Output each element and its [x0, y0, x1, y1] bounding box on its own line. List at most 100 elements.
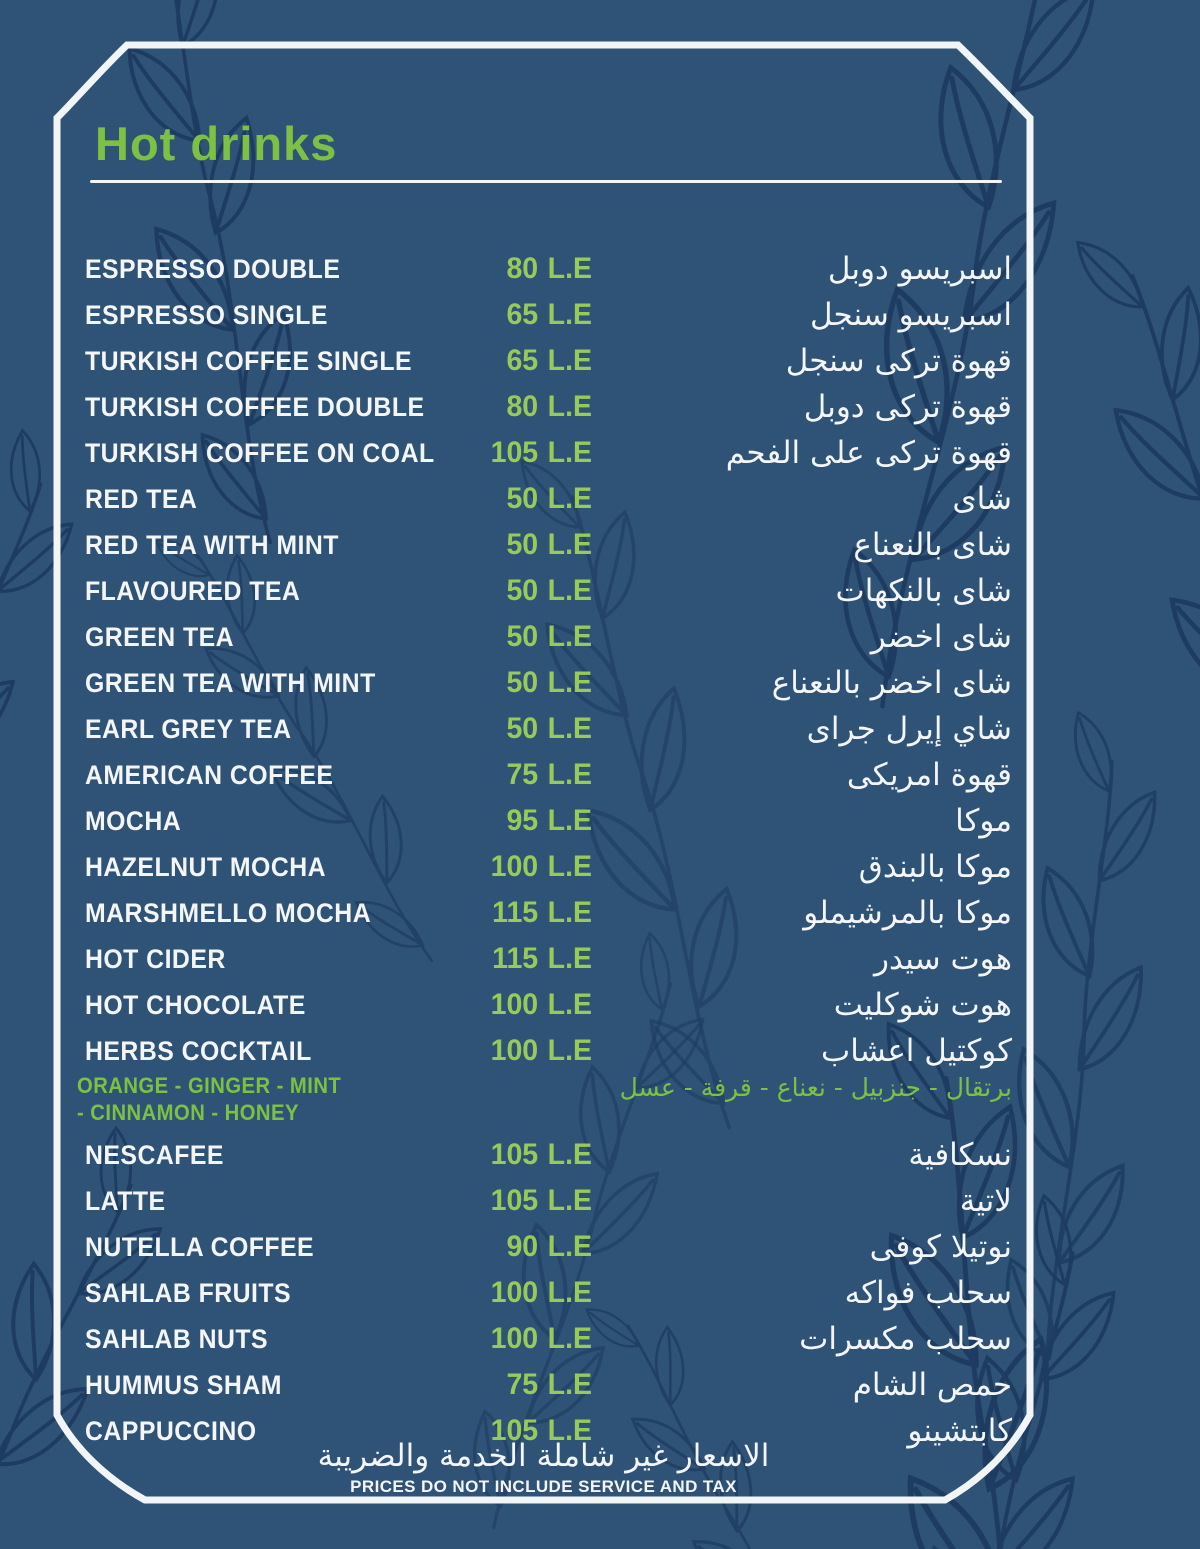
item-price-value: 65 — [506, 344, 539, 377]
item-price-value: 115 — [492, 942, 539, 975]
item-name-en: SAHLAB FRUITS — [85, 1278, 292, 1308]
item-price-currency: L.E — [547, 712, 592, 745]
menu-item-row: NESCAFEE 105 L.E نسكافية — [57, 1132, 1030, 1178]
item-price-value: 95 — [506, 804, 539, 837]
item-name-en: AMERICAN COFFEE — [85, 760, 334, 790]
item-name-en: LATTE — [85, 1186, 166, 1216]
item-name-ar: نسكافية — [908, 1137, 1012, 1173]
menu-item-row: AMERICAN COFFEE 75 L.E قهوة امريكى — [57, 752, 1030, 798]
menu-item-row: HOT CIDER 115 L.E هوت سيدر — [57, 936, 1030, 982]
item-price-value: 65 — [506, 298, 539, 331]
item-name-ar: قهوة تركى سنجل — [785, 343, 1012, 379]
item-price: 75 L.E — [459, 1362, 592, 1408]
item-price-value: 80 — [506, 252, 539, 285]
item-name-en: ESPRESSO DOUBLE — [85, 254, 341, 284]
item-name-ar: شاى بالنعناع — [853, 527, 1012, 563]
item-price-value: 75 — [506, 1368, 539, 1401]
item-name-en: GREEN TEA WITH MINT — [85, 668, 376, 698]
item-price-currency: L.E — [547, 1138, 592, 1171]
item-price-currency: L.E — [547, 758, 592, 791]
item-name-en: RED TEA — [85, 484, 198, 514]
item-price: 115 L.E — [459, 936, 592, 982]
item-name-en: TURKISH COFFEE SINGLE — [85, 346, 413, 376]
item-price: 80 L.E — [459, 246, 592, 292]
menu-item-row: NUTELLA COFFEE 90 L.E نوتيلا كوفى — [57, 1224, 1030, 1270]
title-divider — [90, 180, 1002, 183]
item-name-ar: قهوة تركى دوبل — [803, 389, 1012, 425]
item-price-currency: L.E — [547, 1034, 592, 1067]
item-price-value: 100 — [490, 1034, 539, 1067]
item-name-ar: شاى اخضر بالنعناع — [771, 665, 1012, 701]
footer-note-english: PRICES DO NOT INCLUDE SERVICE AND TAX — [350, 1477, 737, 1496]
item-price: 105 L.E — [459, 430, 592, 476]
item-price: 65 L.E — [459, 292, 592, 338]
item-price-value: 100 — [490, 1276, 539, 1309]
menu-item-row: LATTE 105 L.E لاتية — [57, 1178, 1030, 1224]
item-price-value: 105 — [490, 1184, 539, 1217]
menu-item-row: HUMMUS SHAM 75 L.E حمص الشام — [57, 1362, 1030, 1408]
item-price: 65 L.E — [459, 338, 592, 384]
item-subtitle: ORANGE - GINGER - MINT - CINNAMON - HONE… — [77, 1072, 1012, 1130]
item-name-en: RED TEA WITH MINT — [85, 530, 339, 560]
item-price-currency: L.E — [547, 896, 592, 929]
menu-item-row: TURKISH COFFEE ON COAL 105 L.E قهوة تركى… — [57, 430, 1030, 476]
footer-note-arabic: الاسعار غير شاملة الخدمة والضريبة — [317, 1438, 770, 1474]
item-name-en: MOCHA — [85, 806, 182, 836]
item-name-ar: شاى — [952, 481, 1012, 517]
item-price: 115 L.E — [459, 890, 592, 936]
item-price: 90 L.E — [459, 1224, 592, 1270]
item-name-ar: قهوة امريكى — [846, 757, 1012, 793]
item-price-value: 50 — [506, 574, 539, 607]
item-name-ar: اسبريسو سنجل — [809, 297, 1012, 333]
item-price-currency: L.E — [547, 1368, 592, 1401]
menu-item-row: SAHLAB NUTS 100 L.E سحلب مكسرات — [57, 1316, 1030, 1362]
item-name-en: TURKISH COFFEE DOUBLE — [85, 392, 425, 422]
menu-item-row: ESPRESSO DOUBLE 80 L.E اسبريسو دوبل — [57, 246, 1030, 292]
item-price-value: 50 — [506, 482, 539, 515]
item-price-value: 80 — [506, 390, 539, 423]
item-price: 95 L.E — [459, 798, 592, 844]
item-price-value: 115 — [492, 896, 539, 929]
item-price-currency: L.E — [547, 574, 592, 607]
menu-item-row: RED TEA 50 L.E شاى — [57, 476, 1030, 522]
item-name-ar: نوتيلا كوفى — [869, 1229, 1012, 1265]
item-price-currency: L.E — [547, 528, 592, 561]
menu-list: ESPRESSO DOUBLE 80 L.E اسبريسو دوبل ESPR… — [57, 246, 1030, 1454]
item-name-ar: سحلب مكسرات — [799, 1321, 1012, 1357]
item-price-currency: L.E — [547, 344, 592, 377]
item-name-ar: موكا بالبندق — [858, 849, 1012, 885]
menu-item-row: FLAVOURED TEA 50 L.E شاى بالنكهات — [57, 568, 1030, 614]
menu-item-row: SAHLAB FRUITS 100 L.E سحلب فواكه — [57, 1270, 1030, 1316]
item-name-ar: شاى اخضر — [870, 619, 1012, 655]
item-name-ar: قهوة تركى على الفحم — [725, 435, 1012, 471]
item-price: 50 L.E — [459, 568, 592, 614]
menu-item-row: RED TEA WITH MINT 50 L.E شاى بالنعناع — [57, 522, 1030, 568]
menu-item-row: MARSHMELLO MOCHA 115 L.E موكا بالمرشيملو — [57, 890, 1030, 936]
item-price-value: 90 — [506, 1230, 539, 1263]
item-price: 50 L.E — [459, 706, 592, 752]
menu-item-row: HERBS COCKTAIL 100 L.E كوكتيل اعشاب ORAN… — [57, 1028, 1030, 1132]
menu-item-row: TURKISH COFFEE SINGLE 65 L.E قهوة تركى س… — [57, 338, 1030, 384]
item-name-ar: شاى بالنكهات — [835, 573, 1012, 609]
item-name-ar: هوت سيدر — [874, 941, 1012, 977]
item-price: 50 L.E — [459, 660, 592, 706]
item-name-ar: هوت شوكليت — [833, 987, 1012, 1023]
item-name-en: NESCAFEE — [85, 1140, 224, 1170]
item-price-currency: L.E — [547, 988, 592, 1021]
item-price-currency: L.E — [547, 666, 592, 699]
item-price-currency: L.E — [547, 1230, 592, 1263]
item-price-currency: L.E — [547, 436, 592, 469]
item-price: 50 L.E — [459, 522, 592, 568]
item-name-en: HOT CIDER — [85, 944, 226, 974]
item-price-currency: L.E — [547, 620, 592, 653]
item-name-ar: موكا بالمرشيملو — [803, 895, 1012, 931]
item-price-currency: L.E — [547, 804, 592, 837]
item-price-value: 50 — [506, 712, 539, 745]
menu-item-row: GREEN TEA 50 L.E شاى اخضر — [57, 614, 1030, 660]
item-name-en: ESPRESSO SINGLE — [85, 300, 328, 330]
item-name-en: HERBS COCKTAIL — [85, 1036, 312, 1066]
item-price-value: 100 — [490, 1322, 539, 1355]
item-name-en: SAHLAB NUTS — [85, 1324, 269, 1354]
item-name-ar: سحلب فواكه — [844, 1275, 1012, 1311]
